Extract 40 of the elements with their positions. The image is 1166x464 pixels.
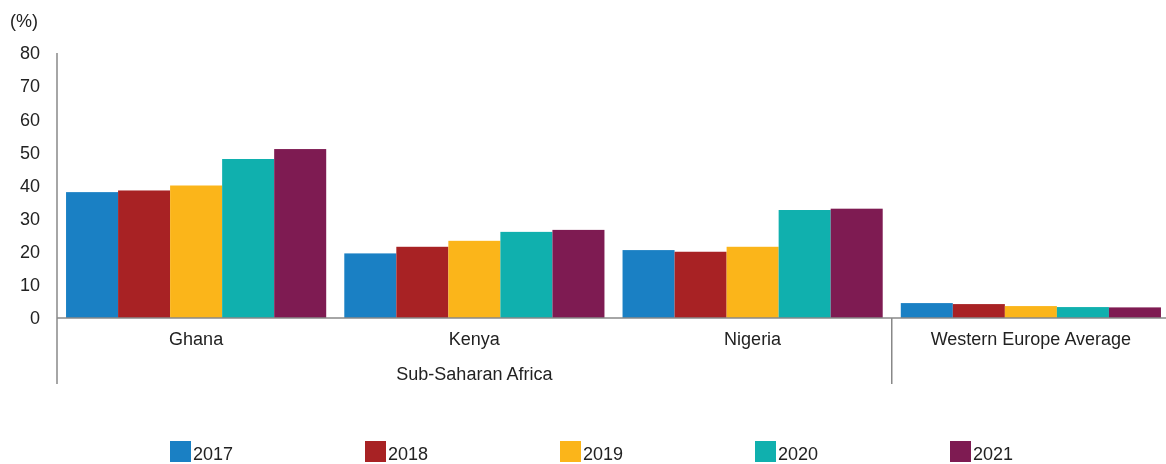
x-tick-label: Nigeria (724, 329, 783, 349)
bar (778, 210, 831, 318)
y-tick-label: 0 (29, 308, 40, 329)
legend-label: 2017 (193, 444, 234, 464)
y-tick-label: 20 (19, 242, 40, 263)
y-tick-label: 30 (19, 208, 40, 229)
bar (396, 246, 449, 318)
text: Sub-Saharan Africa (396, 364, 554, 384)
x-tick-label: Ghana (169, 329, 225, 349)
bar (500, 231, 553, 318)
y-tick-label: 60 (19, 109, 40, 130)
bar (118, 190, 171, 318)
bar (222, 159, 275, 318)
legend-label: 2019 (583, 444, 624, 464)
bar (952, 304, 1005, 318)
legend-label: 2020 (778, 444, 819, 464)
x-tick-label: Kenya (448, 329, 501, 349)
bar (274, 149, 327, 318)
bar (900, 303, 953, 318)
y-tick-label: 10 (19, 275, 40, 296)
y-tick-label: 70 (19, 76, 40, 97)
bar (1004, 306, 1057, 318)
bar (622, 250, 675, 318)
bar (66, 192, 119, 318)
bar (170, 185, 223, 318)
bar (448, 240, 501, 318)
x-tick-label: Western Europe Average (930, 329, 1132, 349)
y-tick-label: 40 (19, 175, 40, 196)
y-tick-label: 80 (19, 43, 40, 64)
y-tick-label: 50 (19, 142, 40, 163)
bar (1108, 307, 1161, 318)
legend-label: 2021 (973, 444, 1014, 464)
bar (830, 208, 883, 318)
bar (552, 229, 605, 318)
bar (726, 246, 779, 318)
bar (674, 251, 727, 318)
bar (1056, 307, 1109, 318)
legend-label: 2018 (388, 444, 429, 464)
y-axis-title: (%) (10, 11, 38, 31)
bar (344, 253, 397, 318)
